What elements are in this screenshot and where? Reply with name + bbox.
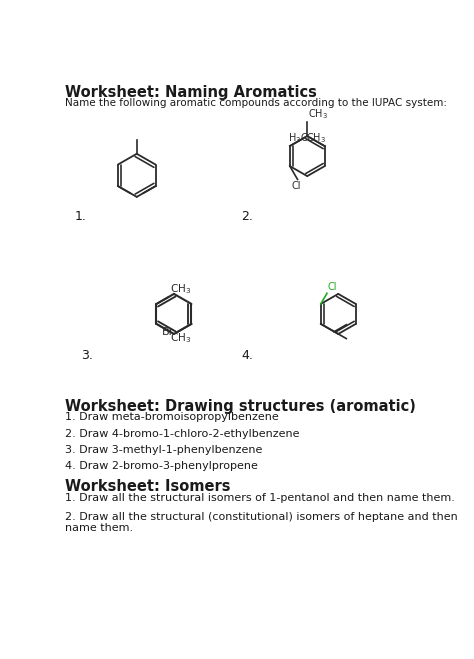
Text: name them.: name them. xyxy=(65,523,134,532)
Text: 2. Draw 4-bromo-1-chloro-2-ethylbenzene: 2. Draw 4-bromo-1-chloro-2-ethylbenzene xyxy=(65,428,300,439)
Text: Cl: Cl xyxy=(328,283,337,293)
Text: 4. Draw 2-bromo-3-phenylpropene: 4. Draw 2-bromo-3-phenylpropene xyxy=(65,461,258,471)
Text: Worksheet: Drawing structures (aromatic): Worksheet: Drawing structures (aromatic) xyxy=(65,399,416,414)
Text: 2.: 2. xyxy=(241,210,253,223)
Text: 1. Draw all the structural isomers of 1-pentanol and then name them.: 1. Draw all the structural isomers of 1-… xyxy=(65,494,456,503)
Text: 2. Draw all the structural (constitutional) isomers of heptane and then: 2. Draw all the structural (constitution… xyxy=(65,512,458,522)
Text: CH$_3$: CH$_3$ xyxy=(308,107,328,121)
Text: 3.: 3. xyxy=(81,349,93,362)
Text: CH$_3$: CH$_3$ xyxy=(306,130,326,144)
Text: 1.: 1. xyxy=(75,210,87,223)
Text: H$_3$C: H$_3$C xyxy=(288,130,309,144)
Text: Name the following aromatic compounds according to the IUPAC system:: Name the following aromatic compounds ac… xyxy=(65,98,447,107)
Text: Cl: Cl xyxy=(291,181,301,191)
Text: 1. Draw meta-bromoisopropylbenzene: 1. Draw meta-bromoisopropylbenzene xyxy=(65,413,279,422)
Text: CH$_3$: CH$_3$ xyxy=(170,283,191,296)
Text: 4.: 4. xyxy=(241,349,253,362)
Text: CH$_3$: CH$_3$ xyxy=(170,331,191,345)
Text: 3. Draw 3-methyl-1-phenylbenzene: 3. Draw 3-methyl-1-phenylbenzene xyxy=(65,445,263,455)
Text: Br: Br xyxy=(162,328,174,337)
Text: Worksheet: Isomers: Worksheet: Isomers xyxy=(65,480,231,494)
Text: Worksheet: Naming Aromatics: Worksheet: Naming Aromatics xyxy=(65,85,317,100)
